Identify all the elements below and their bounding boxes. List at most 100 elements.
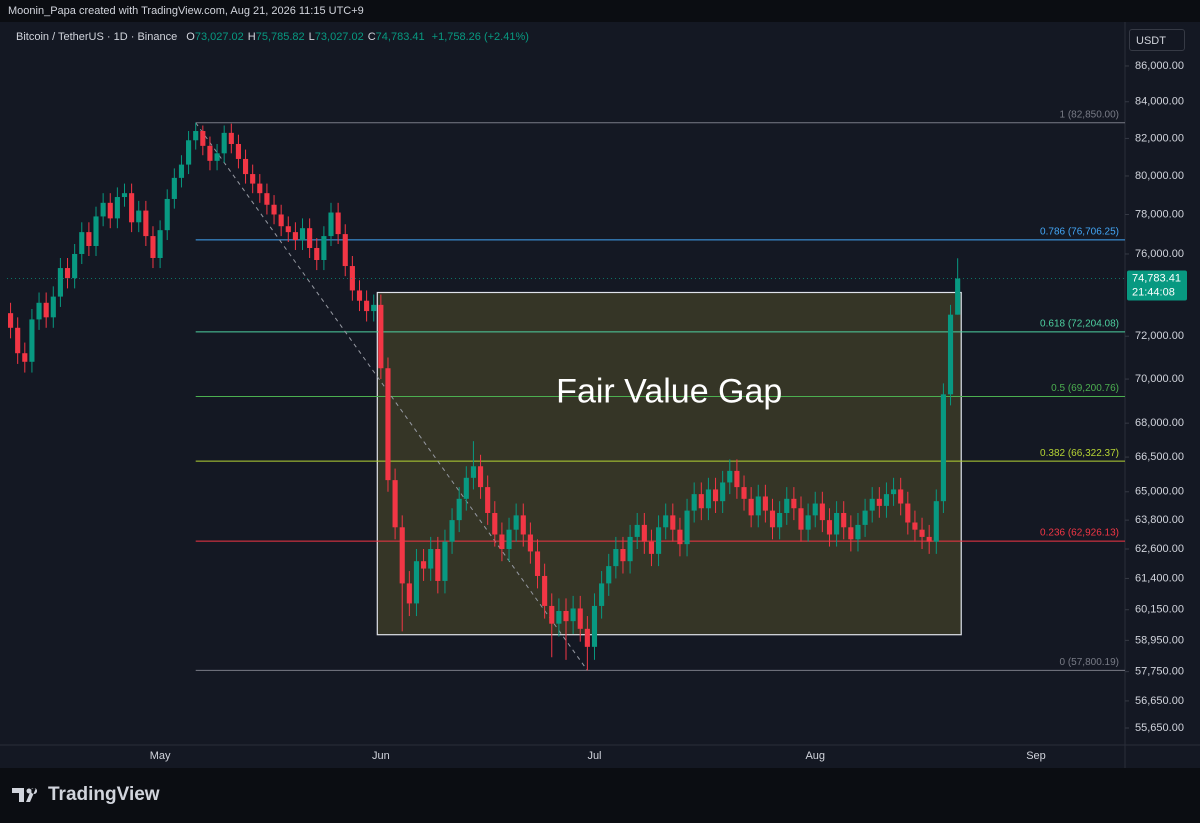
fib-label: 0.618 (72,204.08) bbox=[1040, 319, 1119, 330]
candle-body bbox=[656, 527, 662, 554]
candle-body bbox=[777, 512, 783, 528]
brand-name: TradingView bbox=[48, 784, 160, 805]
candle-body bbox=[883, 494, 890, 506]
candle-body bbox=[470, 466, 476, 478]
candle-body bbox=[841, 512, 847, 528]
candle-body bbox=[769, 510, 776, 528]
candle-body bbox=[663, 515, 669, 528]
candle-body bbox=[499, 534, 505, 550]
y-tick-label: 86,000.00 bbox=[1135, 60, 1184, 72]
candle-body bbox=[143, 210, 149, 237]
y-tick-label: 76,000.00 bbox=[1135, 248, 1184, 260]
candle-body bbox=[627, 536, 633, 562]
candle-body bbox=[250, 174, 256, 184]
candle-body bbox=[164, 198, 170, 231]
fib-label: 0 (57,800.19) bbox=[1060, 657, 1120, 668]
candle-body bbox=[513, 515, 519, 530]
candle-body bbox=[285, 226, 291, 233]
y-tick-label: 55,650.00 bbox=[1135, 722, 1184, 734]
chart-background bbox=[0, 22, 1200, 768]
change: +1,758.26 (+2.41%) bbox=[431, 31, 529, 43]
candle-body bbox=[235, 143, 241, 159]
candle-body bbox=[705, 489, 711, 509]
ohlc-value: 75,785.82 bbox=[255, 31, 305, 43]
x-tick-label: May bbox=[150, 750, 171, 762]
y-tick-label: 70,000.00 bbox=[1135, 373, 1184, 385]
candle-body bbox=[93, 216, 99, 246]
candle-body bbox=[278, 214, 284, 227]
candle-body bbox=[812, 503, 818, 516]
candle-body bbox=[228, 132, 234, 144]
ohlc: O73,027.02 H75,785.82 L73,027.02 C74,783.41 bbox=[186, 31, 428, 43]
candle-body bbox=[926, 536, 932, 542]
fib-label: 0.236 (62,926.13) bbox=[1040, 528, 1119, 539]
candle-body bbox=[506, 529, 512, 550]
candle-body bbox=[947, 314, 954, 395]
candle-body bbox=[121, 193, 128, 198]
candle-body bbox=[314, 247, 320, 260]
candle-body bbox=[712, 489, 719, 502]
candle-body bbox=[435, 549, 441, 581]
candle-body bbox=[86, 232, 92, 246]
fib-label: 0.5 (69,200.76) bbox=[1051, 383, 1119, 394]
candle-body bbox=[271, 204, 277, 215]
candle-body bbox=[335, 212, 341, 235]
candle-body bbox=[613, 549, 619, 567]
y-tick-label: 84,000.00 bbox=[1135, 96, 1184, 108]
candle-body bbox=[371, 304, 377, 312]
candle-body bbox=[421, 561, 427, 569]
y-tick-label: 62,600.00 bbox=[1135, 543, 1184, 555]
candle-body bbox=[933, 501, 939, 542]
candle-body bbox=[620, 549, 626, 562]
candle-body bbox=[257, 183, 263, 194]
currency-button[interactable]: USDT bbox=[1129, 29, 1185, 51]
ohlc-key: L bbox=[308, 31, 315, 43]
candle-body bbox=[940, 394, 946, 502]
candle-body bbox=[791, 498, 797, 509]
candle-body bbox=[428, 549, 434, 569]
candle-body bbox=[691, 494, 697, 511]
candle-body bbox=[641, 524, 647, 542]
plot: 86,000.00 84,000.00 82,000.00 80,000.00 78,0… bbox=[7, 60, 1187, 762]
y-tick-label: 58,950.00 bbox=[1135, 634, 1184, 646]
candle-body bbox=[599, 583, 605, 606]
candle-body bbox=[741, 487, 747, 499]
symbol: Bitcoin / TetherUS · 1D · Binance bbox=[16, 31, 178, 43]
candle-body bbox=[648, 541, 655, 554]
candle-body bbox=[606, 566, 612, 584]
y-tick-label: 78,000.00 bbox=[1135, 208, 1184, 220]
candle-body bbox=[50, 296, 56, 318]
y-tick-label: 57,750.00 bbox=[1135, 666, 1184, 678]
candle-body bbox=[677, 529, 683, 545]
ohlc-value: 73,027.02 bbox=[194, 31, 244, 43]
candle-body bbox=[826, 520, 833, 535]
brand-logo bbox=[12, 788, 38, 802]
countdown-label: 21:44:08 bbox=[1132, 286, 1175, 298]
candle-body bbox=[556, 610, 562, 624]
y-tick-label: 60,150.00 bbox=[1135, 604, 1184, 616]
candle-body bbox=[912, 522, 918, 530]
brand: TradingView bbox=[12, 784, 160, 806]
candle-body bbox=[399, 527, 405, 584]
fib-trend-line bbox=[195, 122, 588, 671]
candle-body bbox=[72, 253, 78, 279]
candle-body bbox=[549, 605, 555, 624]
y-tick-label: 66,500.00 bbox=[1135, 451, 1184, 463]
candle-body bbox=[378, 304, 384, 369]
ohlc-value: 74,783.41 bbox=[375, 31, 425, 43]
credit: Moonin_Papa created with TradingView.com… bbox=[8, 5, 364, 17]
candle-body bbox=[862, 510, 868, 525]
last-price-label: 74,783.41 bbox=[1132, 272, 1181, 284]
fib-label: 0.382 (66,322.37) bbox=[1040, 448, 1119, 459]
candle-body bbox=[563, 610, 569, 622]
candle-body bbox=[876, 498, 882, 506]
candle-body bbox=[891, 489, 897, 495]
ohlc-value: 73,027.02 bbox=[314, 31, 364, 43]
candle-body bbox=[442, 541, 448, 581]
x-tick-label: Jul bbox=[587, 750, 601, 762]
y-tick-label: 68,000.00 bbox=[1135, 417, 1184, 429]
candle-body bbox=[869, 498, 875, 511]
candle-body bbox=[79, 232, 85, 254]
candle-body bbox=[129, 193, 135, 223]
